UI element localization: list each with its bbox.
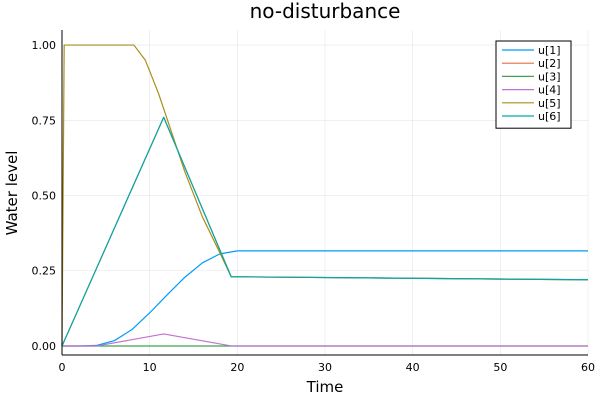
y-tick-label: 0.00 [32, 340, 57, 353]
series-line-6 [61, 116, 589, 347]
y-tick-label: 0.25 [32, 265, 57, 278]
legend-label: u[4] [538, 84, 561, 97]
x-tick-label: 40 [406, 361, 420, 374]
y-tick-label: 0.50 [32, 190, 57, 203]
x-tick-label: 60 [581, 361, 595, 374]
legend: u[1]u[2]u[3]u[4]u[5]u[6] [495, 40, 572, 129]
legend-label: u[6] [538, 110, 561, 123]
x-tick-label: 0 [59, 361, 66, 374]
axis-ticks: 0 10 20 30 40 50 60 0.00 0.25 0.50 0.75 1.00 [32, 39, 596, 374]
legend-label: u[1] [538, 44, 561, 57]
series-line-4 [62, 333, 588, 347]
x-tick-label: 20 [230, 361, 244, 374]
chart-title: no-disturbance [250, 0, 401, 23]
x-tick-label: 10 [143, 361, 157, 374]
series-line-5 [61, 44, 589, 346]
legend-label: u[3] [538, 70, 561, 83]
legend-label: u[2] [538, 57, 561, 70]
axes-frame [61, 30, 588, 356]
x-tick-label: 30 [318, 361, 332, 374]
legend-label: u[5] [538, 97, 561, 110]
legend-box [495, 40, 572, 129]
series-lines [61, 44, 589, 347]
y-tick-label: 0.75 [32, 114, 57, 127]
y-tick-label: 1.00 [32, 39, 57, 52]
y-axis-label: Water level [3, 151, 21, 236]
x-axis-label: Time [306, 378, 344, 396]
x-tick-label: 50 [493, 361, 507, 374]
